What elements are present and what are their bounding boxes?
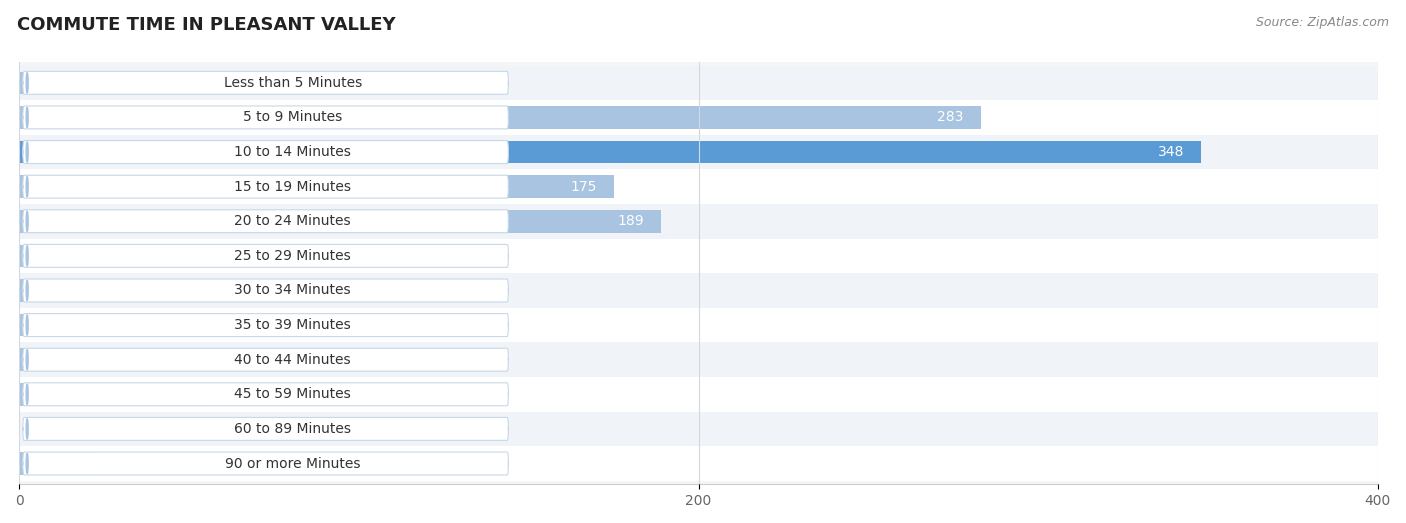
Bar [0,273,1406,308]
Bar [20,279,382,302]
FancyBboxPatch shape [22,210,509,233]
Bar [20,175,613,198]
FancyBboxPatch shape [22,71,509,94]
Bar [0,238,1406,273]
Text: COMMUTE TIME IN PLEASANT VALLEY: COMMUTE TIME IN PLEASANT VALLEY [17,16,395,33]
Circle shape [27,177,28,197]
Circle shape [27,280,28,301]
Text: 189: 189 [617,214,644,228]
Bar [20,72,56,94]
Text: 25 to 29 Minutes: 25 to 29 Minutes [235,249,352,263]
Circle shape [27,211,28,231]
Text: 10 to 14 Minutes: 10 to 14 Minutes [235,145,352,159]
Text: 20 to 24 Minutes: 20 to 24 Minutes [235,214,352,228]
Bar [0,65,1406,100]
Bar [20,314,121,336]
Bar [20,106,980,129]
Circle shape [27,419,28,439]
Circle shape [27,107,28,128]
Circle shape [27,384,28,404]
Bar [20,348,169,371]
Bar [0,100,1406,135]
Text: 35 to 39 Minutes: 35 to 39 Minutes [235,318,352,332]
Bar [0,135,1406,169]
Text: 175: 175 [571,180,596,194]
FancyBboxPatch shape [22,314,509,337]
Text: 40 to 44 Minutes: 40 to 44 Minutes [235,353,352,367]
Bar [20,245,353,267]
FancyBboxPatch shape [22,106,509,129]
Text: 60 to 89 Minutes: 60 to 89 Minutes [235,422,352,436]
Circle shape [27,453,28,474]
Bar [0,343,1406,377]
Text: 30: 30 [138,318,156,332]
FancyBboxPatch shape [22,141,509,164]
Bar [0,169,1406,204]
Circle shape [27,315,28,335]
Circle shape [27,73,28,93]
Circle shape [27,246,28,266]
FancyBboxPatch shape [22,417,509,440]
Text: 11: 11 [73,76,91,90]
Text: 22: 22 [111,457,128,471]
Text: Source: ZipAtlas.com: Source: ZipAtlas.com [1256,16,1389,29]
Bar [0,377,1406,412]
Text: 90 or more Minutes: 90 or more Minutes [225,457,360,471]
Text: Less than 5 Minutes: Less than 5 Minutes [224,76,361,90]
Bar [20,141,1201,163]
Bar [20,210,661,233]
Text: 57: 57 [231,388,247,401]
FancyBboxPatch shape [22,175,509,198]
Circle shape [27,349,28,370]
Text: 5 to 9 Minutes: 5 to 9 Minutes [243,110,343,124]
Bar [20,383,212,405]
FancyBboxPatch shape [22,244,509,267]
Text: 45 to 59 Minutes: 45 to 59 Minutes [235,388,352,401]
Circle shape [27,142,28,162]
Text: 283: 283 [938,110,963,124]
Text: 107: 107 [399,283,426,298]
Bar [0,412,1406,446]
FancyBboxPatch shape [22,452,509,475]
FancyBboxPatch shape [22,348,509,371]
Bar [0,204,1406,238]
Text: 0: 0 [37,422,45,436]
Text: 30 to 34 Minutes: 30 to 34 Minutes [235,283,352,298]
Text: 348: 348 [1159,145,1184,159]
Text: 44: 44 [186,353,204,367]
Bar [0,446,1406,481]
FancyBboxPatch shape [22,279,509,302]
Text: 15 to 19 Minutes: 15 to 19 Minutes [235,180,352,194]
FancyBboxPatch shape [22,383,509,406]
Bar [0,308,1406,343]
Bar [20,452,94,475]
Text: 98: 98 [370,249,387,263]
